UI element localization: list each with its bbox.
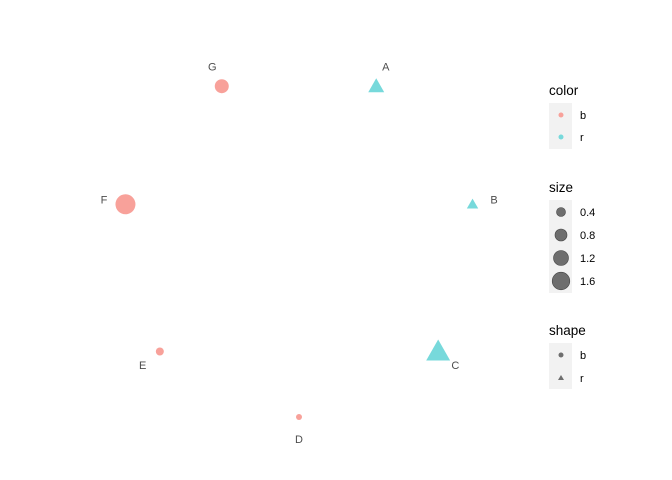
node-C <box>426 339 451 361</box>
legend-shape-key-circle <box>558 352 564 358</box>
legend-size-key <box>554 228 568 242</box>
node-label: A <box>382 61 390 73</box>
legend-color: color b r <box>549 83 586 149</box>
legend-size-title: size <box>549 180 573 195</box>
legend-size-label: 0.4 <box>580 207 595 219</box>
legend-shape-label: r <box>580 373 584 385</box>
legend-size-label: 1.6 <box>580 276 595 288</box>
node-B <box>466 198 479 209</box>
legend-color-label: r <box>580 132 584 144</box>
node-label: B <box>490 194 497 206</box>
legend-shape-label: b <box>580 350 586 362</box>
legend-color-label: b <box>580 110 586 122</box>
legend-shape: shape b r <box>549 323 586 389</box>
node-label: C <box>451 360 459 372</box>
node-F <box>115 194 136 215</box>
legend-size-label: 0.8 <box>580 230 595 242</box>
node-label: D <box>295 434 303 446</box>
legend-color-title: color <box>549 83 579 98</box>
legend-color-key-b <box>558 112 564 118</box>
legend-size-key <box>556 207 566 217</box>
node-E <box>155 347 164 356</box>
legend-shape-key-triangle <box>558 375 564 380</box>
node-A <box>368 78 385 93</box>
node-G <box>214 79 229 94</box>
legend-shape-title: shape <box>549 323 586 338</box>
legend-size: size 0.4 0.8 1.2 1.6 <box>549 180 595 293</box>
legend-size-label: 1.2 <box>580 253 595 265</box>
legend-size-key <box>553 250 569 266</box>
node-label: G <box>208 61 217 73</box>
node-D <box>296 414 302 420</box>
node-label: E <box>139 360 146 372</box>
legend-size-key <box>551 271 571 291</box>
legend-color-key-r <box>558 134 564 140</box>
node-label: F <box>101 194 108 206</box>
